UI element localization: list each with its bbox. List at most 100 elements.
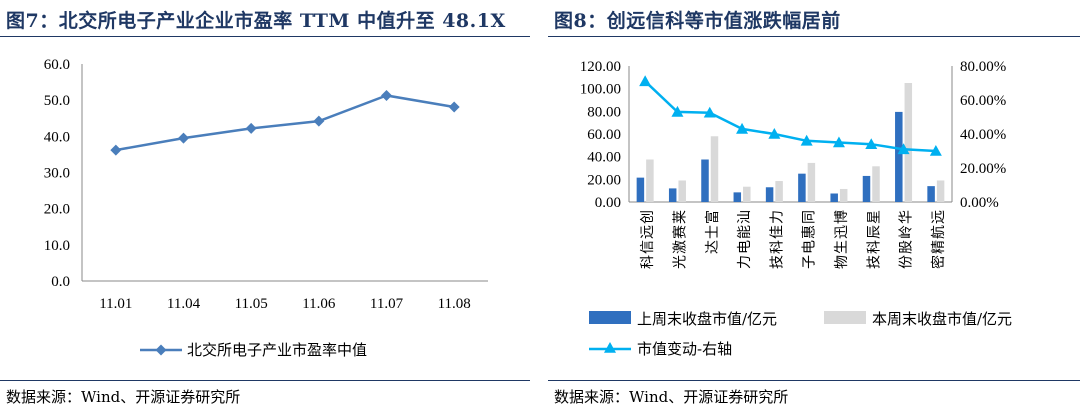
right-chart-title: 图8：创远信科等市值涨跌幅居前 [554,10,841,32]
x-label-char: 精 [931,240,947,254]
left-chart-title: 图7：北交所电子产业企业市盈率 TTM 中值升至 48.1X [6,10,506,32]
x-label-char: 远 [640,225,656,239]
x-label-char: 力 [769,210,785,224]
left-x-tick-label: 11.05 [235,296,268,312]
bar-last-week [701,159,709,202]
bar-this-week [839,188,848,202]
left-data-point [313,115,325,127]
bar-this-week [775,181,783,202]
right-right-y-tick-label: 60.00% [960,93,1006,109]
bar-last-week [830,193,838,202]
x-label-char: 博 [833,210,850,224]
legend-label-change: 市值变动-右轴 [637,340,732,358]
bar-last-week [636,177,645,202]
right-change-point [703,106,716,118]
x-label-char: 赛 [672,225,688,239]
right-source-rule [548,380,1080,381]
bar-this-week [678,180,686,202]
left-y-tick-label: 30.0 [44,166,70,182]
x-label-char: 惠 [802,225,818,239]
left-chart-panel: 图7：北交所电子产业企业市盈率 TTM 中值升至 48.1X 0.0 10.0 20… [0,0,530,415]
left-x-tick-label: 11.01 [99,296,132,312]
x-label-char: 电 [737,240,753,254]
right-title-rule [548,36,1080,37]
x-label-char: 物 [834,255,850,269]
x-label-char: 生 [834,240,850,254]
right-change-point [800,134,813,146]
legend-marker-change [604,342,616,353]
x-label-char: 份 [899,255,915,269]
left-data-point [110,144,122,156]
left-x-tick-label: 11.07 [370,296,404,312]
left-legend-label: 北交所电子产业市盈率中值 [187,341,367,359]
right-left-y-tick-label: 0.00 [595,195,621,211]
left-y-tick-label: 60.0 [44,57,70,73]
right-right-y-tick-label: 0.00% [960,195,999,211]
right-chart-panel: 图8：创远信科等市值涨跌幅居前 0.00 20.00 40.00 60.00 80.00… [548,0,1080,415]
x-label-char: 科 [866,240,882,254]
x-label-char: 航 [931,225,947,239]
x-label-char: 光 [672,255,688,269]
right-change-point [768,128,781,139]
x-label-char: 远 [931,210,947,224]
x-label-char: 电 [802,240,818,254]
right-right-y-tick-label: 80.00% [960,59,1006,75]
x-label-char: 达 [705,240,721,254]
right-change-point [736,122,749,134]
x-label-char: 汕 [737,210,753,224]
x-label-char: 科 [640,255,656,269]
left-source-rule [0,380,530,381]
right-change-point [639,75,652,87]
x-label-char: 士 [705,225,721,239]
right-change-point [865,138,878,149]
left-x-tick-label: 11.08 [438,296,471,312]
left-series-line [115,94,455,152]
legend-swatch-this-week [824,311,866,324]
left-y-tick-label: 50.0 [44,93,70,109]
right-left-y-tick-label: 40.00 [587,150,621,166]
left-data-point [245,122,257,134]
bar-last-week [765,187,774,202]
x-label-char: 星 [866,210,882,224]
bar-this-week [872,166,880,202]
left-y-tick-label: 40.0 [44,129,70,145]
bar-last-week [668,188,677,202]
right-chart-svg: 0.00 20.00 40.00 60.00 80.00 100.00 120.00 0.00… [580,59,1012,358]
bar-last-week [895,111,903,202]
x-label-char: 股 [899,240,915,254]
right-right-y-tick-label: 40.00% [960,127,1006,143]
bar-this-week [904,83,913,202]
legend-label-this-week: 本周末收盘市值/亿元 [872,310,1012,328]
right-right-y-tick-label: 20.00% [960,161,1006,177]
x-label-char: 迅 [834,225,850,239]
left-y-tick-label: 10.0 [44,238,70,254]
right-left-y-tick-label: 60.00 [587,127,621,143]
legend-swatch-last-week [589,311,631,324]
bar-last-week [927,186,935,202]
left-data-point [381,89,392,101]
x-label-char: 信 [640,240,656,254]
right-change-point [671,105,684,117]
bar-this-week [710,136,719,202]
x-label-char: 华 [899,210,915,224]
x-label-char: 同 [802,210,818,224]
right-change-point [832,136,845,148]
left-legend-marker [155,344,167,356]
x-label-char: 力 [737,255,753,269]
right-change-point [897,143,910,155]
bar-last-week [862,175,871,202]
x-label-char: 岭 [899,225,915,239]
x-label-char: 技 [866,255,882,269]
right-change-line [644,80,936,153]
bar-this-week [646,159,654,202]
left-y-tick-label: 0.0 [51,274,70,290]
right-x-tick-label: 创远信科 [640,210,656,269]
right-left-y-tick-label: 100.00 [580,82,621,98]
